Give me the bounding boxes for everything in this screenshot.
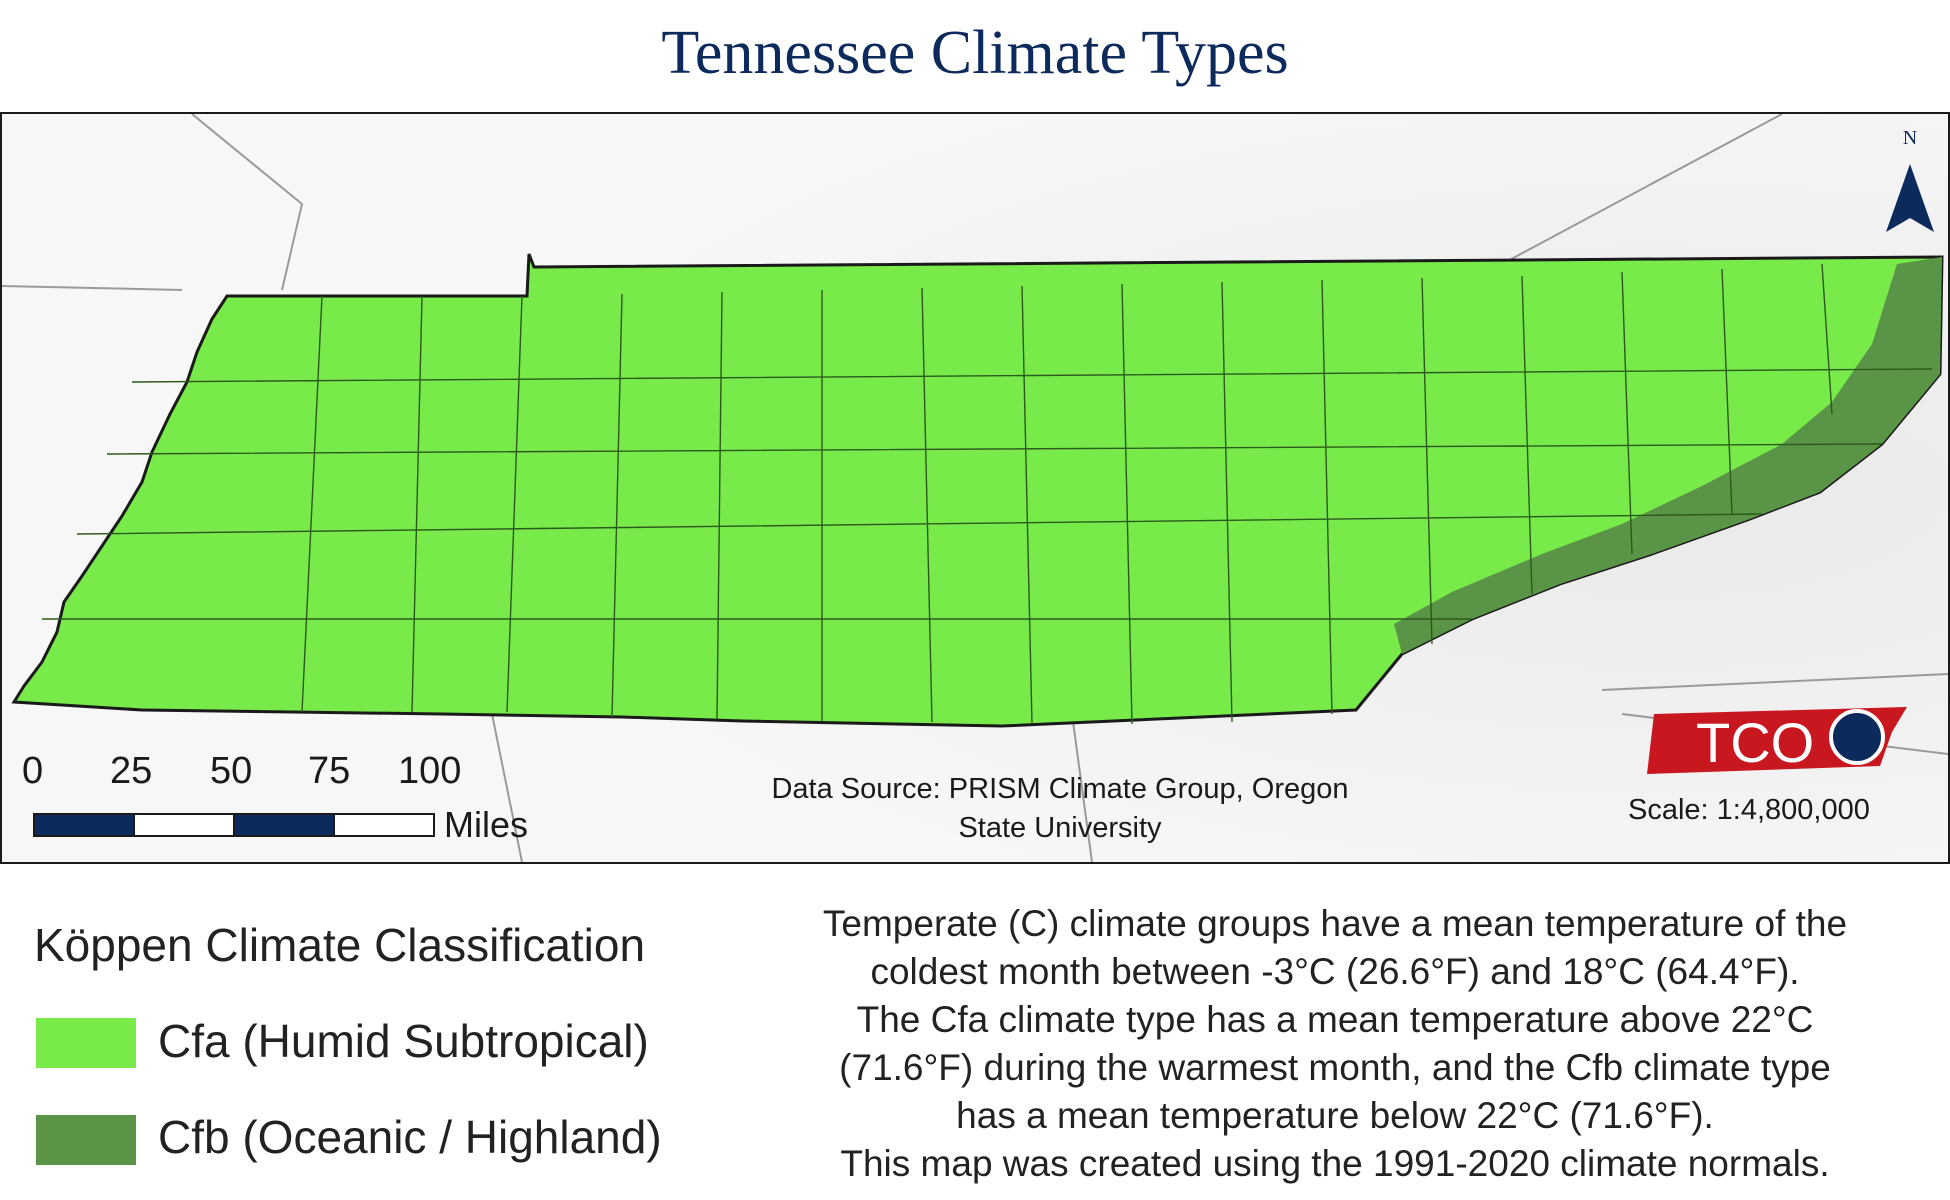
scale-tick: 25 — [110, 750, 153, 792]
tristar-icon — [1829, 709, 1885, 765]
scale-tick: 50 — [210, 750, 253, 792]
legend-title: Köppen Climate Classification — [34, 919, 646, 971]
scale-bar — [33, 813, 435, 837]
map-title: Tennessee Climate Types — [661, 19, 1289, 87]
north-arrow-icon — [1886, 164, 1934, 232]
scale-unit: Miles — [444, 804, 529, 845]
scale-ratio: Scale: 1:4,800,000 — [1628, 794, 1870, 826]
data-source-line: State University — [958, 812, 1162, 844]
description-line: The Cfa climate type has a mean temperat… — [856, 999, 1814, 1040]
legend-label-cfa: Cfa (Humid Subtropical) — [158, 1015, 649, 1067]
data-source-line: Data Source: PRISM Climate Group, Oregon — [771, 773, 1349, 805]
description-line: coldest month between -3°C (26.6°F) and … — [870, 951, 1800, 992]
description-line: (71.6°F) during the warmest month, and t… — [839, 1047, 1831, 1088]
description-line: has a mean temperature below 22°C (71.6°… — [956, 1095, 1714, 1136]
scale-tick: 0 — [22, 750, 44, 792]
scale-tick: 100 — [398, 750, 462, 792]
tco-logo-text: TCO — [1696, 711, 1814, 774]
climate-description: Temperate (C) climate groups have a mean… — [740, 900, 1930, 1188]
scale-tick: 75 — [308, 750, 351, 792]
legend-swatch-cfb — [36, 1115, 136, 1165]
description-line: This map was created using the 1991-2020… — [840, 1143, 1830, 1184]
legend-label-cfb: Cfb (Oceanic / Highland) — [158, 1111, 662, 1163]
map-canvas: N TCO — [2, 114, 1948, 862]
north-label: N — [1903, 127, 1917, 149]
data-source: Data Source: PRISM Climate Group, Oregon… — [720, 770, 1400, 848]
map-panel[interactable]: N TCO 0 25 50 75 100 Miles Data Source: … — [0, 112, 1950, 864]
description-line: Temperate (C) climate groups have a mean… — [822, 903, 1848, 944]
legend-swatch-cfa — [36, 1018, 136, 1068]
tennessee-cfb-region — [1394, 257, 1942, 654]
county-lines — [42, 263, 1933, 725]
